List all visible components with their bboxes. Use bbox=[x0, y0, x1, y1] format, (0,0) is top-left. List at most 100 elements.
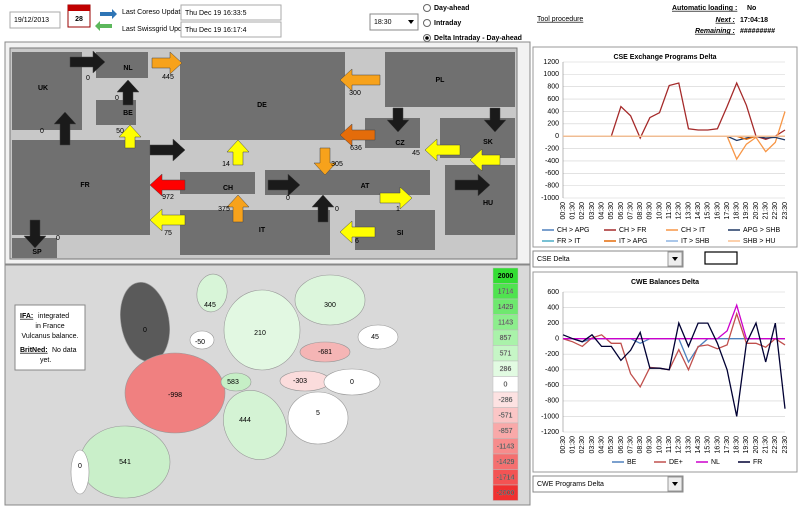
flow-value: 375 bbox=[218, 206, 230, 213]
flow-arrow bbox=[267, 173, 301, 197]
flow-arrow bbox=[149, 208, 186, 232]
note-text: Vulcanus balance. bbox=[22, 333, 79, 340]
scale-value: -857 bbox=[498, 428, 512, 435]
radio-label[interactable]: Delta Intraday - Day-ahead bbox=[434, 35, 522, 42]
x-tick-label: 14:30 bbox=[695, 436, 702, 454]
note-text: No data bbox=[52, 347, 77, 354]
scale-value: -286 bbox=[498, 397, 512, 404]
x-tick-label: 10:30 bbox=[656, 436, 663, 454]
dropdown-value: CSE Delta bbox=[537, 256, 570, 263]
x-tick-label: 08:30 bbox=[637, 436, 644, 454]
scale-value: -571 bbox=[498, 412, 512, 419]
flow-value: 636 bbox=[350, 145, 362, 152]
y-tick-label: -1000 bbox=[541, 195, 559, 202]
flow-arrow bbox=[149, 138, 186, 162]
scale-value: -2000 bbox=[497, 490, 515, 497]
empty-box bbox=[704, 251, 738, 265]
x-tick-label: 04:30 bbox=[598, 436, 605, 454]
flow-value: 0 bbox=[86, 75, 90, 82]
radio-label[interactable]: Day-ahead bbox=[434, 5, 469, 12]
country-balance: 300 bbox=[324, 302, 336, 309]
x-tick-label: 03:30 bbox=[589, 436, 596, 454]
scale-value: 1714 bbox=[498, 288, 514, 295]
x-tick-label: 02:30 bbox=[579, 202, 586, 220]
legend-label: CH > APG bbox=[557, 227, 589, 234]
date-input[interactable] bbox=[9, 11, 61, 29]
country-shape bbox=[223, 390, 287, 460]
status-value: No bbox=[747, 5, 756, 12]
radio-label[interactable]: Intraday bbox=[434, 20, 461, 27]
country-block bbox=[96, 52, 148, 78]
flow-value: 0 bbox=[115, 95, 119, 102]
y-tick-label: 200 bbox=[547, 121, 559, 128]
flow-arrow bbox=[69, 50, 106, 74]
x-tick-label: 12:30 bbox=[676, 436, 683, 454]
chart-box bbox=[532, 271, 798, 473]
x-tick-label: 00:30 bbox=[560, 202, 567, 220]
y-tick-label: 0 bbox=[555, 133, 559, 140]
x-tick-label: 05:30 bbox=[608, 202, 615, 220]
radio-button[interactable] bbox=[423, 19, 431, 27]
scale-value: -1429 bbox=[497, 459, 515, 466]
legend-label: IT > SHB bbox=[681, 238, 710, 245]
x-tick-label: 22:30 bbox=[772, 436, 779, 454]
chart-dropdown[interactable] bbox=[532, 250, 684, 268]
status-label: Next : bbox=[716, 17, 735, 24]
x-tick-label: 18:30 bbox=[734, 202, 741, 220]
country-name: IT bbox=[259, 227, 266, 234]
flow-arrow bbox=[469, 148, 501, 172]
country-name: SP bbox=[32, 249, 42, 256]
scale-value: 571 bbox=[500, 350, 512, 357]
country-shape bbox=[70, 449, 90, 495]
x-tick-label: 13:30 bbox=[685, 202, 692, 220]
country-name: CZ bbox=[395, 140, 405, 147]
x-tick-label: 16:30 bbox=[714, 436, 721, 454]
country-balance: -998 bbox=[168, 392, 182, 399]
flow-value: 305 bbox=[331, 161, 343, 168]
x-tick-label: 17:30 bbox=[724, 202, 731, 220]
x-tick-label: 17:30 bbox=[724, 436, 731, 454]
x-tick-label: 16:30 bbox=[714, 202, 721, 220]
flow-arrow bbox=[339, 123, 376, 147]
x-tick-label: 07:30 bbox=[627, 436, 634, 454]
x-tick-label: 02:30 bbox=[579, 436, 586, 454]
x-tick-label: 01:30 bbox=[569, 202, 576, 220]
x-tick-label: 23:30 bbox=[782, 436, 789, 454]
flow-value: 300 bbox=[349, 90, 361, 97]
note-label: BritNed: bbox=[20, 347, 48, 354]
scale-value: 2000 bbox=[498, 273, 514, 280]
country-name: SK bbox=[483, 139, 493, 146]
scale-value: 1429 bbox=[498, 304, 514, 311]
flow-value: 972 bbox=[162, 194, 174, 201]
x-tick-label: 03:30 bbox=[589, 202, 596, 220]
refresh-icon[interactable] bbox=[95, 9, 117, 31]
y-tick-label: -800 bbox=[545, 182, 559, 189]
x-tick-label: 05:30 bbox=[608, 436, 615, 454]
tool-procedure-link[interactable]: Tool procedure bbox=[537, 16, 583, 23]
series-line bbox=[562, 320, 786, 417]
x-tick-label: 20:30 bbox=[753, 436, 760, 454]
country-shape bbox=[220, 372, 252, 392]
radio-button[interactable] bbox=[423, 4, 431, 12]
chart-title: CSE Exchange Programs Delta bbox=[613, 54, 716, 61]
time-select[interactable] bbox=[369, 13, 419, 31]
flow-arrow bbox=[118, 124, 142, 149]
country-balance: 0 bbox=[143, 327, 147, 334]
flow-arrow bbox=[339, 220, 376, 244]
y-tick-label: 200 bbox=[547, 320, 559, 327]
chart-dropdown[interactable] bbox=[532, 475, 684, 493]
status-label: Remaining : bbox=[695, 28, 735, 35]
date-value: 19/12/2013 bbox=[14, 17, 49, 24]
y-tick-label: 600 bbox=[547, 289, 559, 296]
country-shape bbox=[299, 341, 351, 363]
x-tick-label: 00:30 bbox=[560, 436, 567, 454]
update-box bbox=[180, 4, 282, 21]
flow-value: 0 bbox=[56, 235, 60, 242]
note-box bbox=[14, 304, 86, 371]
country-shape bbox=[189, 330, 215, 350]
status-value: 17:04:18 bbox=[740, 17, 768, 24]
y-tick-label: -600 bbox=[545, 170, 559, 177]
flow-arrow bbox=[226, 194, 250, 223]
y-tick-label: -600 bbox=[545, 382, 559, 389]
x-tick-label: 06:30 bbox=[618, 202, 625, 220]
